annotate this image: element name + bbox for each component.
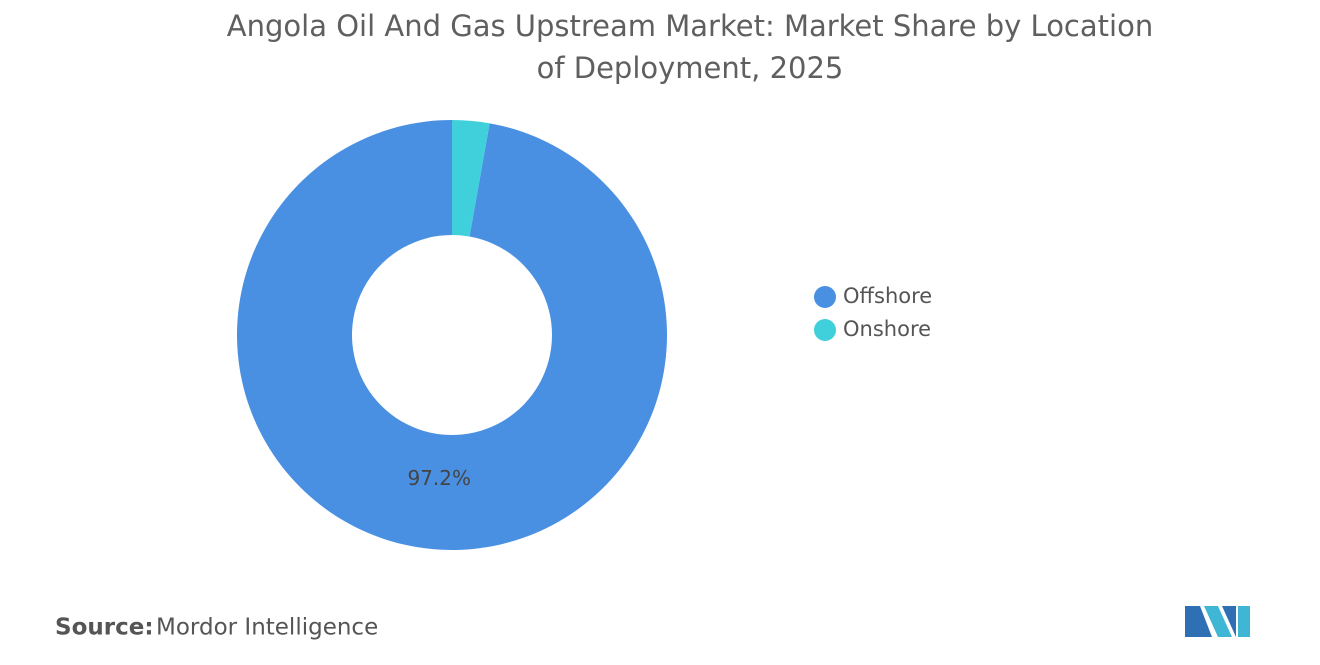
legend-label: Onshore xyxy=(843,317,931,341)
data-label: 97.2% xyxy=(407,466,471,490)
legend-marker xyxy=(814,286,836,308)
source-label: Source: xyxy=(55,615,154,641)
source: Mordor Intelligence xyxy=(156,615,378,641)
logo xyxy=(1185,606,1250,637)
legend-label: Offshore xyxy=(843,284,932,308)
donut-slice xyxy=(236,120,668,550)
chart-title: Angola Oil And Gas Upstream Market: Mark… xyxy=(227,9,1153,85)
legend-marker xyxy=(814,319,836,341)
donut-slice xyxy=(452,120,490,237)
